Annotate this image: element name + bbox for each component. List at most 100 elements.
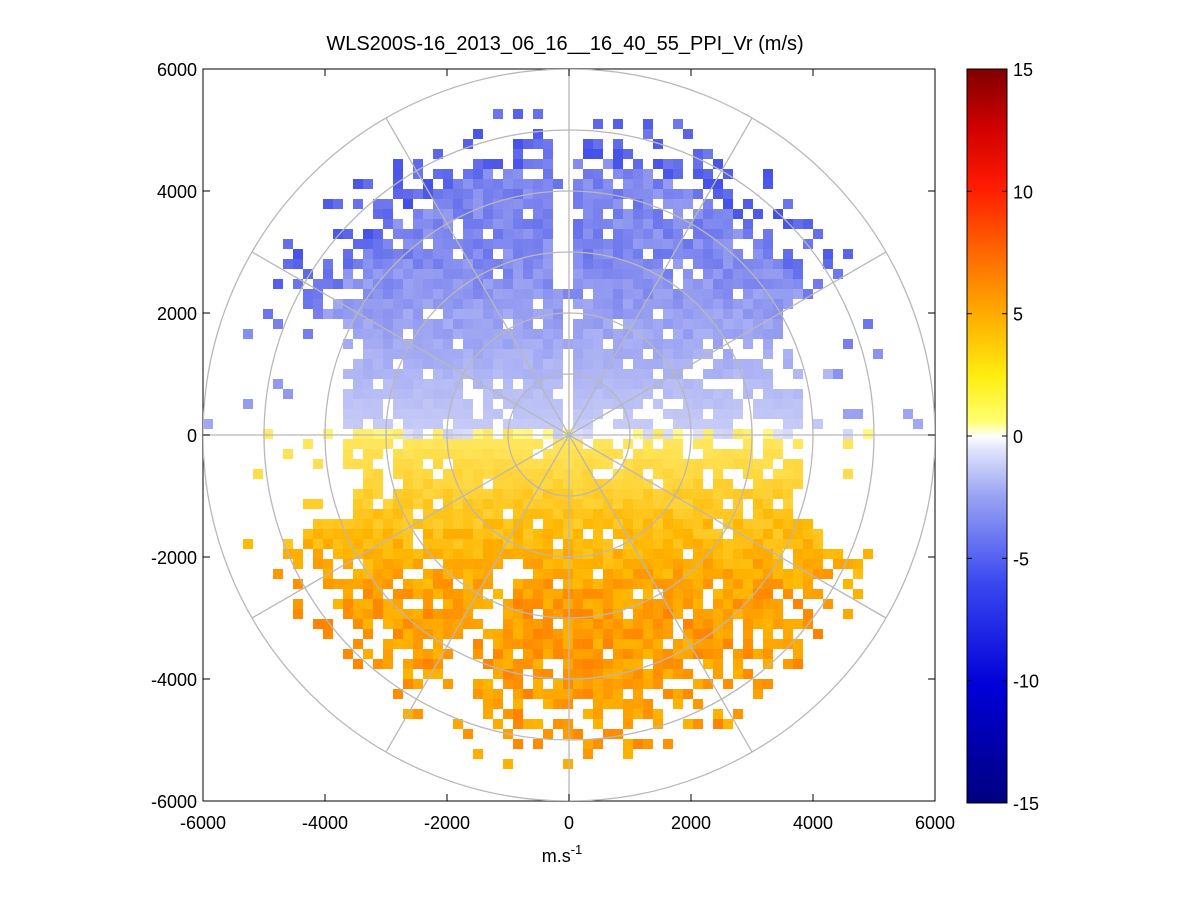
velocity-cell [723,449,733,459]
velocity-cell [493,479,503,489]
velocity-cell [663,609,673,619]
velocity-cell [653,349,663,359]
velocity-cell [633,579,643,589]
velocity-cell [353,569,363,579]
velocity-cell [383,309,393,319]
velocity-cell [413,249,423,259]
velocity-cell [763,269,773,279]
velocity-cell [363,619,373,629]
velocity-cell [653,469,663,479]
velocity-cell [753,509,763,519]
velocity-cell [413,189,423,199]
velocity-cell [533,459,543,469]
velocity-cell [523,379,533,389]
velocity-cell [703,449,713,459]
polar-spoke [385,117,570,436]
velocity-cell [573,629,583,639]
velocity-cell [843,249,853,259]
velocity-cell [673,259,683,269]
velocity-cell [533,549,543,559]
velocity-cell [763,259,773,269]
velocity-cell [563,449,573,459]
velocity-cell [423,539,433,549]
velocity-cell [573,499,583,509]
velocity-cell [293,599,303,609]
velocity-cell [363,529,373,539]
velocity-cell [613,679,623,689]
velocity-cell [523,589,533,599]
velocity-cell [693,509,703,519]
polar-spoke [251,434,570,619]
velocity-cell [513,659,523,669]
velocity-cell [583,329,593,339]
velocity-cell [763,509,773,519]
velocity-cell [543,429,553,439]
velocity-cell [543,319,553,329]
velocity-cell [793,269,803,279]
velocity-cell [463,439,473,449]
velocity-cell [633,569,643,579]
velocity-cell [463,169,473,179]
velocity-cell [713,159,723,169]
velocity-cell [393,179,403,189]
velocity-cell [773,449,783,459]
velocity-cell [773,479,783,489]
velocity-cell [473,619,483,629]
velocity-cell [373,199,383,209]
velocity-cell [593,499,603,509]
velocity-cell [613,329,623,339]
velocity-cell [723,619,733,629]
velocity-cell [493,109,503,119]
velocity-cell [623,659,633,669]
velocity-cell [313,299,323,309]
velocity-cell [623,529,633,539]
velocity-cell [573,479,583,489]
velocity-cell [463,349,473,359]
velocity-cell [743,519,753,529]
velocity-cell [363,579,373,589]
velocity-cell [573,219,583,229]
velocity-cell [593,369,603,379]
velocity-cell [613,279,623,289]
velocity-cell [713,559,723,569]
velocity-cell [763,379,773,389]
velocity-cell [723,289,733,299]
velocity-cell [663,249,673,259]
velocity-cell [803,539,813,549]
velocity-cell [723,479,733,489]
velocity-cell [673,489,683,499]
velocity-cell [593,309,603,319]
velocity-cell [413,449,423,459]
velocity-cell [523,179,533,189]
velocity-cell [733,209,743,219]
velocity-cell [593,669,603,679]
velocity-cell [683,129,693,139]
velocity-cell [463,209,473,219]
velocity-cell [463,139,473,149]
velocity-cell [383,619,393,629]
velocity-cell [543,269,553,279]
velocity-cell [593,529,603,539]
velocity-cell [523,299,533,309]
velocity-cell [773,259,783,269]
velocity-cell [353,639,363,649]
velocity-cell [523,369,533,379]
velocity-cell [493,189,503,199]
velocity-cell [843,409,853,419]
velocity-cell [483,189,493,199]
velocity-cell [773,489,783,499]
velocity-cell [613,449,623,459]
velocity-cell [703,639,713,649]
velocity-cell [613,259,623,269]
velocity-cell [813,549,823,559]
velocity-cell [793,419,803,429]
velocity-cell [413,429,423,439]
velocity-cell [323,269,333,279]
velocity-cell [553,349,563,359]
velocity-cell [433,419,443,429]
velocity-cell [553,379,563,389]
velocity-cell [443,569,453,579]
velocity-cell [373,469,383,479]
velocity-cell [683,649,693,659]
velocity-cell [393,499,403,509]
